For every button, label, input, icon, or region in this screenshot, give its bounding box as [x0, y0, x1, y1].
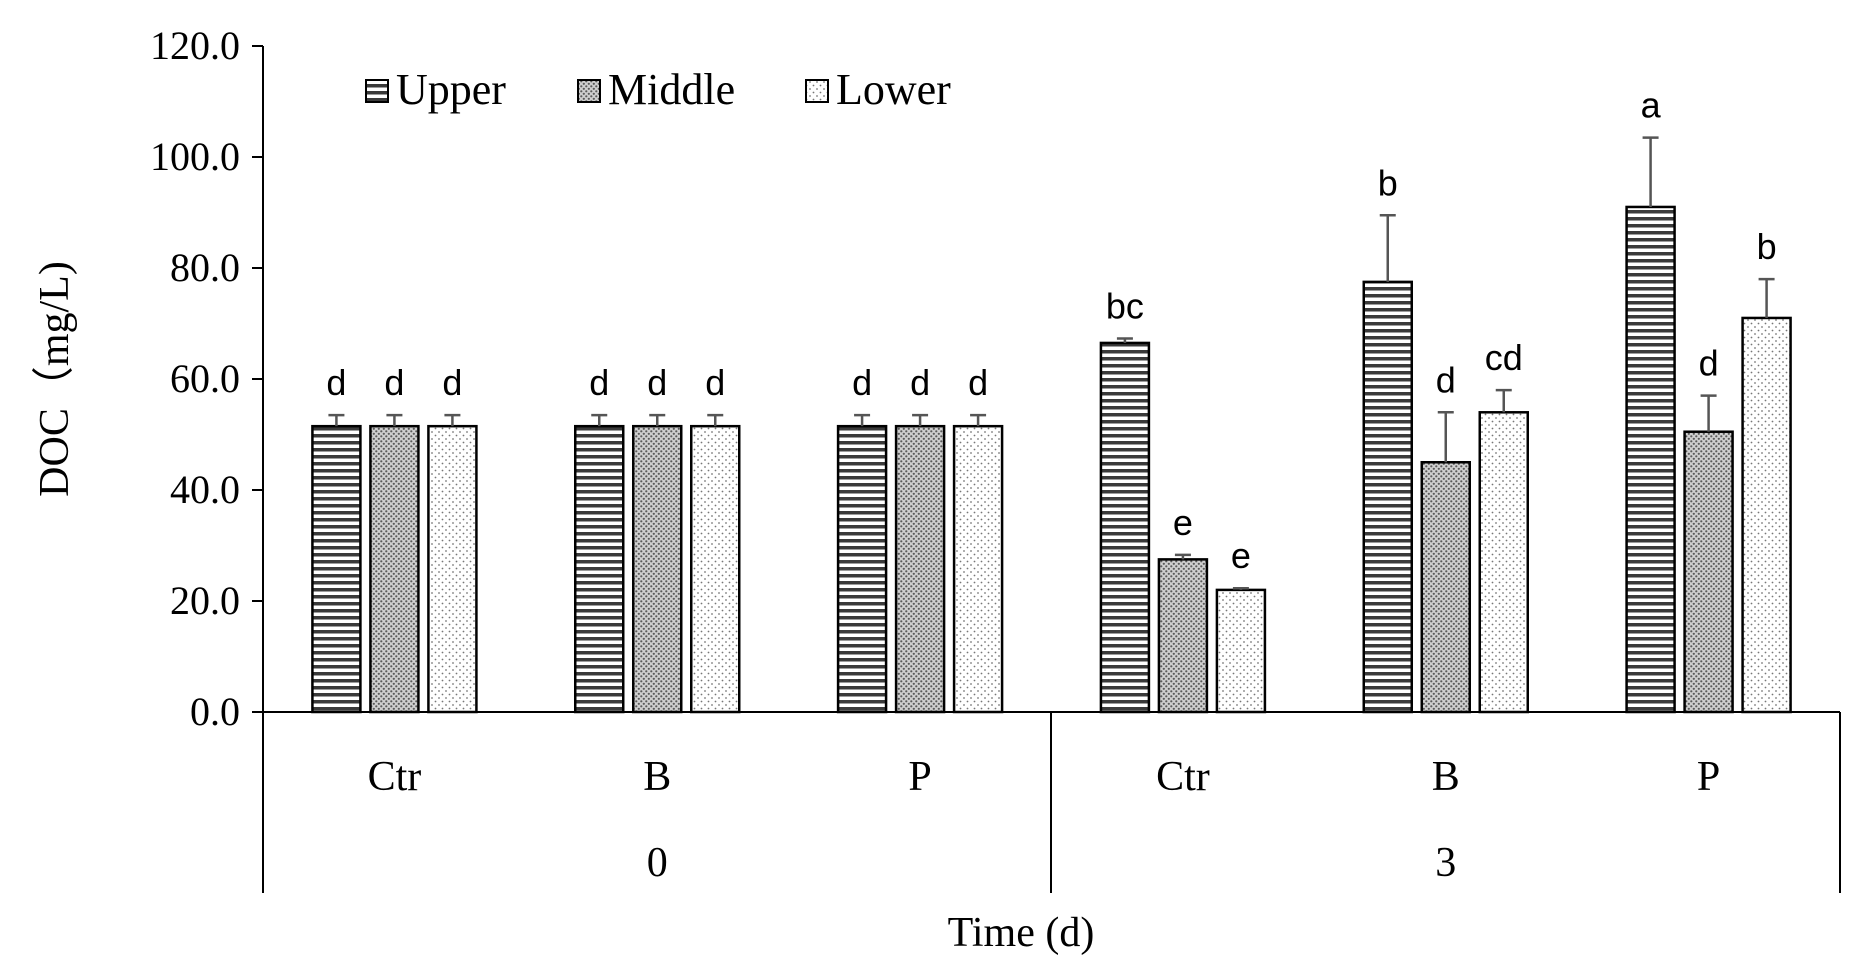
- error-bars: [328, 136, 1775, 590]
- category-label: Ctr: [368, 754, 422, 800]
- category-label: B: [1432, 754, 1460, 800]
- significance-label: e: [1231, 535, 1251, 576]
- legend-label-lower: Lower: [836, 65, 951, 114]
- group-label: 0: [647, 840, 668, 886]
- significance-label: d: [1436, 359, 1456, 400]
- significance-label: d: [705, 362, 725, 403]
- bar-upper: [1099, 341, 1151, 714]
- bar-upper: [1362, 280, 1413, 714]
- bar-middle: [632, 424, 683, 714]
- significance-label: b: [1757, 226, 1777, 267]
- significance-label: cd: [1485, 337, 1523, 378]
- bar-upper: [574, 424, 625, 714]
- legend-label-upper: Upper: [396, 65, 506, 114]
- significance-label: d: [589, 362, 609, 403]
- group-label: 3: [1435, 840, 1456, 886]
- bar-upper: [1625, 205, 1676, 714]
- y-tick-label: 20.0: [170, 578, 240, 623]
- significance-label: b: [1378, 162, 1398, 203]
- category-label: Ctr: [1156, 754, 1210, 800]
- bar-middle: [894, 424, 946, 714]
- bar-upper: [311, 424, 362, 714]
- y-tick-label: 120.0: [150, 23, 240, 68]
- significance-label: d: [326, 362, 346, 403]
- bars: [311, 205, 1792, 714]
- y-axis-title: DOC（mg/L): [32, 261, 78, 497]
- bar-middle: [1157, 558, 1209, 714]
- y-ticks: 0.0 20.0 40.0 60.0 80.0 100.0 120.0: [150, 23, 263, 734]
- significance-label: d: [1699, 343, 1719, 384]
- legend: Upper Middle Lower: [365, 65, 951, 114]
- y-tick-label: 100.0: [150, 134, 240, 179]
- bar-lower: [1741, 316, 1792, 714]
- category-labels: Ctr B P Ctr B P: [368, 754, 1721, 800]
- x-axis-title: Time (d): [948, 910, 1095, 956]
- significance-label: d: [442, 362, 462, 403]
- bar-middle: [1420, 461, 1471, 714]
- significance-label: e: [1173, 502, 1193, 543]
- bar-lower: [1215, 588, 1267, 714]
- category-label: P: [908, 754, 931, 800]
- y-tick-label: 40.0: [170, 467, 240, 512]
- significance-label: d: [968, 362, 988, 403]
- significance-label: bc: [1106, 285, 1144, 326]
- significance-label: d: [910, 362, 930, 403]
- category-label: B: [643, 754, 671, 800]
- bar-lower: [427, 424, 478, 714]
- legend-label-middle: Middle: [608, 65, 735, 114]
- significance-label: a: [1641, 85, 1662, 126]
- legend-swatch-middle: [577, 79, 601, 103]
- bar-middle: [1683, 430, 1734, 714]
- y-tick-label: 60.0: [170, 356, 240, 401]
- bar-lower: [1478, 411, 1529, 714]
- significance-label: d: [384, 362, 404, 403]
- significance-label: d: [852, 362, 872, 403]
- category-label: P: [1697, 754, 1720, 800]
- bar-upper: [836, 424, 888, 714]
- bar-middle: [369, 424, 420, 714]
- significance-label: d: [647, 362, 667, 403]
- y-tick-label: 0.0: [190, 689, 240, 734]
- legend-swatch-upper: [365, 79, 389, 103]
- bar-lower: [690, 424, 741, 714]
- y-tick-label: 80.0: [170, 245, 240, 290]
- bar-lower: [952, 424, 1004, 714]
- legend-swatch-lower: [805, 79, 829, 103]
